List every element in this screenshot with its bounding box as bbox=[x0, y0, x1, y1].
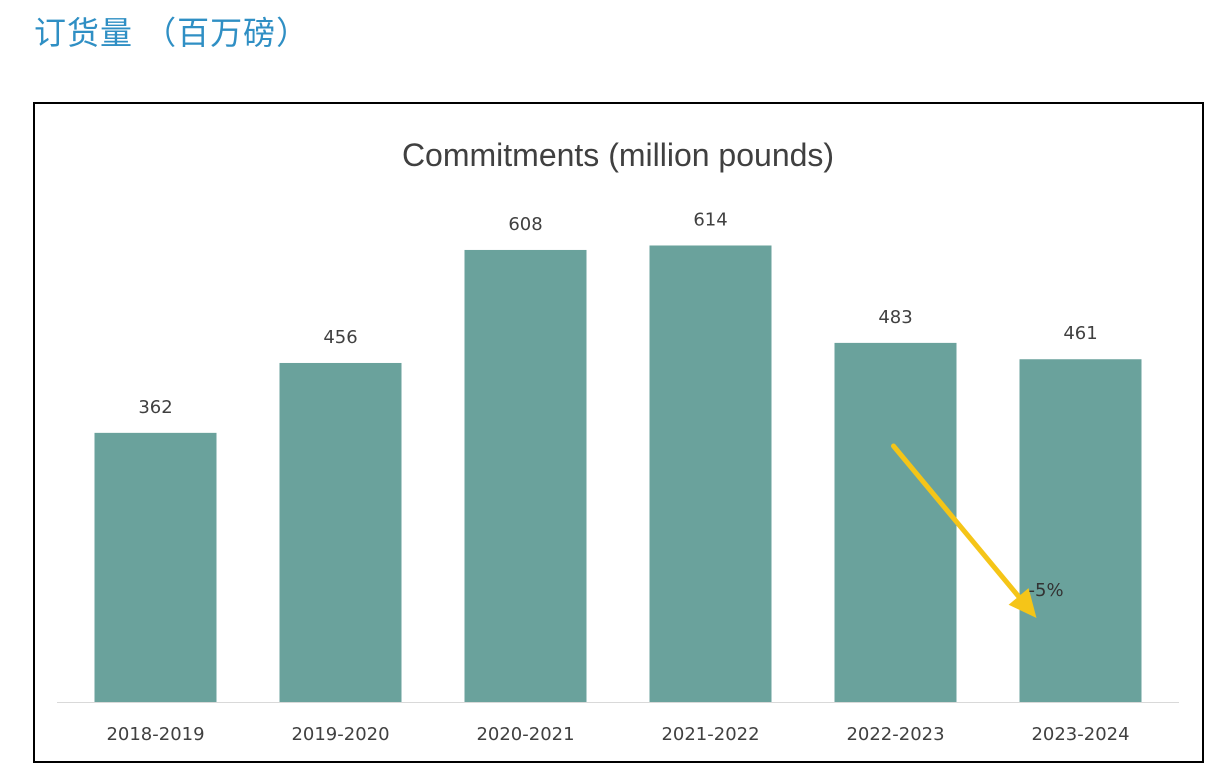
data-label-2019-2020: 456 bbox=[323, 327, 357, 348]
category-label-2023-2024: 2023-2024 bbox=[1031, 724, 1129, 745]
bars-layer bbox=[94, 245, 1142, 702]
annotation-layer: -5% bbox=[891, 443, 1064, 618]
bar-2022-2023 bbox=[834, 342, 957, 702]
page-heading: 订货量 （百万磅） bbox=[34, 14, 310, 52]
chart-frame: Commitments (million pounds) 362 456 608 61… bbox=[33, 102, 1204, 763]
chart-title: Commitments (million pounds) bbox=[402, 137, 834, 173]
data-label-2020-2021: 608 bbox=[508, 214, 542, 235]
bar-2021-2022 bbox=[649, 245, 772, 702]
bar-chart: Commitments (million pounds) 362 456 608 61… bbox=[57, 137, 1179, 745]
category-label-2019-2020: 2019-2020 bbox=[291, 724, 389, 745]
change-annotation: -5% bbox=[1029, 580, 1064, 601]
bar-2018-2019 bbox=[94, 432, 217, 702]
data-label-2023-2024: 461 bbox=[1063, 323, 1097, 344]
bar-2023-2024 bbox=[1019, 359, 1142, 702]
category-label-2018-2019: 2018-2019 bbox=[106, 724, 204, 745]
arrow-head-icon bbox=[1008, 588, 1037, 618]
category-label-2022-2023: 2022-2023 bbox=[846, 724, 944, 745]
data-label-2021-2022: 614 bbox=[693, 209, 727, 230]
category-label-2020-2021: 2020-2021 bbox=[476, 724, 574, 745]
data-label-2018-2019: 362 bbox=[138, 397, 172, 418]
down-right-arrow-icon bbox=[891, 443, 1022, 599]
data-labels-layer: 362 456 608 614 483 461 bbox=[138, 209, 1097, 417]
category-label-2021-2022: 2021-2022 bbox=[661, 724, 759, 745]
category-labels-layer: 2018-2019 2019-2020 2020-2021 2021-2022 2022… bbox=[106, 724, 1129, 745]
data-label-2022-2023: 483 bbox=[878, 307, 912, 328]
bar-2020-2021 bbox=[464, 249, 587, 702]
bar-2019-2020 bbox=[279, 362, 402, 702]
